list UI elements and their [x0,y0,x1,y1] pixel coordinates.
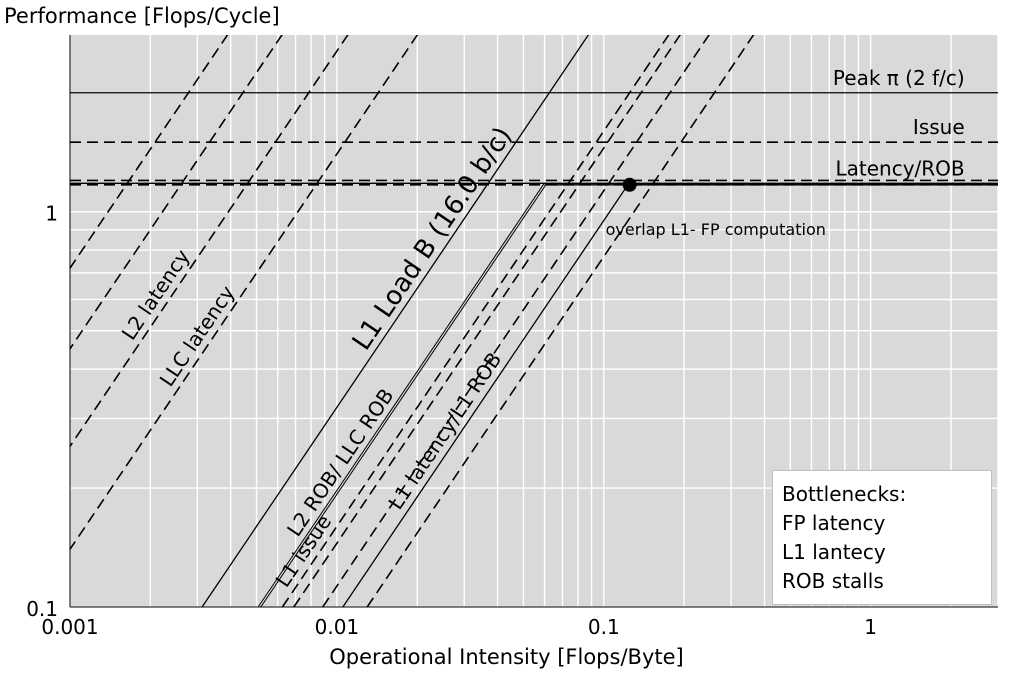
legend-title: Bottlenecks: [782,482,907,506]
legend-item: ROB stalls [782,569,884,593]
ceiling-label: Latency/ROB [835,156,964,180]
data-point [622,177,637,192]
y-tick-label: 0.1 [26,597,58,621]
bandwidth-line-inner [258,184,546,607]
x-tick-label: 0.01 [315,615,360,639]
ceiling-label: Peak π (2 f/c) [833,66,965,90]
point-annotation: overlap L1- FP computation [606,220,826,239]
y-axis-title: Performance [Flops/Cycle] [4,4,280,28]
bandwidth-line [322,35,710,607]
plot-area [70,35,998,607]
grid [69,35,999,608]
bandwidth-line [366,35,755,607]
bandwidth-line [70,35,283,351]
bandwidth-line [201,35,590,607]
legend-item: L1 lantecy [782,540,886,564]
ceiling-label: Issue [913,115,965,139]
bandwidth-line [70,35,419,551]
bandwidth-line [70,35,349,448]
y-tick-label: 1 [45,202,58,226]
x-axis-title: Operational Intensity [Flops/Byte] [329,645,684,669]
x-tick-label: 0.001 [41,615,98,639]
bottlenecks-legend: Bottlenecks: FP latency L1 lantecy ROB s… [772,470,992,605]
bandwidth-line [281,35,670,607]
x-tick-label: 1 [864,615,877,639]
x-tick-label: 0.1 [588,615,620,639]
bandwidth-line [342,184,629,607]
legend-item: FP latency [782,511,886,535]
bandwidth-line [293,35,682,607]
